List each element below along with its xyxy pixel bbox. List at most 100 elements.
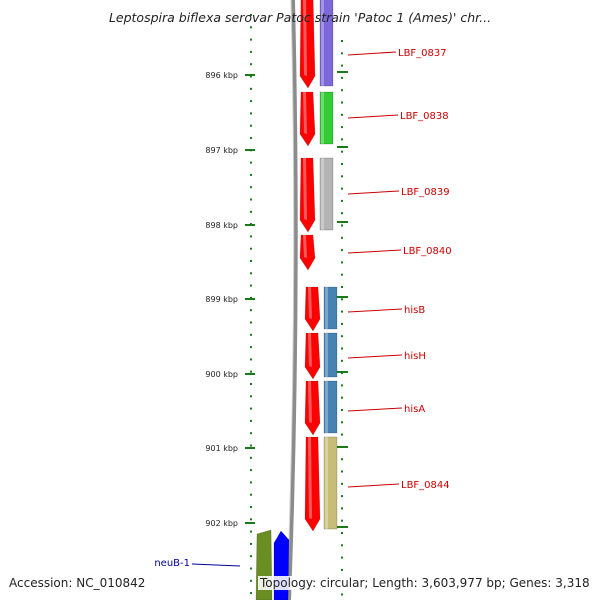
gene-block-shine [325, 381, 328, 433]
cds-arrow[interactable] [304, 380, 321, 436]
gene-label-leader [347, 483, 400, 488]
track-dot [341, 433, 343, 436]
track-dot [341, 89, 343, 92]
ruler-dot [250, 173, 252, 176]
gene-block-shine [325, 333, 328, 377]
ruler-dot [250, 296, 252, 299]
gene-label[interactable]: neuB-1 [154, 558, 190, 569]
track-dot [341, 384, 343, 387]
track-dot [341, 482, 343, 485]
cds-arrow-shine [303, 0, 307, 76]
track-dot [341, 64, 343, 67]
gene-label[interactable]: hisA [404, 404, 425, 415]
cds-arrow[interactable] [299, 157, 316, 233]
gene-block[interactable] [323, 436, 338, 530]
ruler-dot [250, 506, 252, 508]
gene-label[interactable]: hisH [404, 351, 426, 362]
ruler-label: 902 kbp [205, 519, 238, 528]
cds-arrow-shine [303, 158, 307, 220]
track-dot [341, 458, 343, 461]
ruler-dot [250, 50, 252, 53]
cds-arrow-shine [303, 235, 307, 258]
ruler-dot [250, 407, 252, 410]
cds-arrow-shine [308, 381, 312, 423]
cds-arrow[interactable] [299, 234, 316, 271]
ruler-dot [250, 579, 252, 582]
gene-block[interactable] [319, 91, 334, 145]
ruler-dot [250, 26, 252, 29]
track-dot [341, 273, 343, 276]
cds-arrow[interactable] [299, 0, 316, 89]
gene-label[interactable]: LBF_0840 [403, 246, 452, 257]
track-dot [341, 40, 343, 42]
gene-label-leader [347, 308, 403, 313]
gene-label[interactable]: hisB [404, 305, 425, 316]
ruler-dot [250, 542, 252, 545]
cds-arrow-shine [308, 437, 312, 519]
track-dot [341, 544, 343, 547]
track-dot [341, 347, 343, 350]
cds-arrow[interactable] [299, 91, 316, 147]
cds-arrow[interactable] [304, 286, 321, 332]
ruler-dot [250, 137, 252, 139]
topology-text: Topology: circular; Length: 3,603,977 bp… [258, 576, 592, 590]
track-dot [341, 335, 343, 338]
ruler-dot [250, 14, 252, 16]
track-dot [341, 593, 343, 596]
ruler-dot [250, 100, 252, 103]
ruler-dot [250, 235, 252, 238]
gene-block-shine [321, 0, 324, 86]
gene-block-shine [321, 92, 324, 144]
ruler-dot [250, 493, 252, 496]
gene-block[interactable] [319, 157, 334, 231]
ruler-dot [250, 38, 252, 41]
cds-arrow-shine [308, 287, 312, 319]
ruler-dot [250, 75, 252, 78]
ruler-dot [250, 210, 252, 213]
track-dot [341, 212, 343, 215]
ruler-dot [250, 481, 252, 484]
ruler-dot [250, 198, 252, 201]
track-dot [341, 138, 343, 141]
ruler-dot [250, 63, 252, 66]
ruler-dot [250, 370, 252, 373]
map-title: Leptospira biflexa serovar Patoc strain … [108, 10, 492, 25]
cds-arrow[interactable] [304, 436, 321, 532]
gene-label[interactable]: LBF_0838 [400, 111, 449, 122]
gene-block[interactable] [323, 286, 338, 330]
gene-block[interactable] [323, 332, 338, 378]
ruler-label: 896 kbp [205, 71, 238, 80]
ruler-dot [250, 358, 252, 361]
ruler-label: 899 kbp [205, 295, 238, 304]
genome-backbone-highlight [286, 0, 295, 600]
gene-block[interactable] [319, 0, 334, 87]
cds-arrow[interactable] [304, 332, 321, 380]
ruler-dot [250, 555, 252, 558]
ruler-label: 900 kbp [205, 370, 238, 379]
gene-label-leader [347, 114, 399, 119]
ruler-dot [250, 112, 252, 115]
track-dot [341, 421, 343, 424]
track-dot [341, 495, 343, 498]
ruler-label: 901 kbp [205, 444, 238, 453]
genome-backbone [287, 0, 298, 600]
ruler-dot [250, 87, 252, 90]
track-dot [341, 236, 343, 239]
cds-arrow-shine [303, 92, 307, 134]
ruler-dot [250, 456, 252, 459]
gene-label[interactable]: LBF_0844 [401, 480, 450, 491]
ruler-dot [250, 469, 252, 472]
gene-label[interactable]: LBF_0839 [401, 187, 450, 198]
track-dot [341, 52, 343, 55]
ruler-dot [250, 124, 252, 127]
gene-label[interactable]: LBF_0837 [398, 48, 447, 59]
track-dot [341, 249, 343, 252]
ruler-label: 897 kbp [205, 146, 238, 155]
ruler-dot [250, 530, 252, 533]
track-dot [341, 310, 343, 313]
gene-block[interactable] [323, 380, 338, 434]
track-dot [341, 556, 343, 559]
ruler-dot [250, 284, 252, 287]
track-dot [341, 568, 343, 571]
